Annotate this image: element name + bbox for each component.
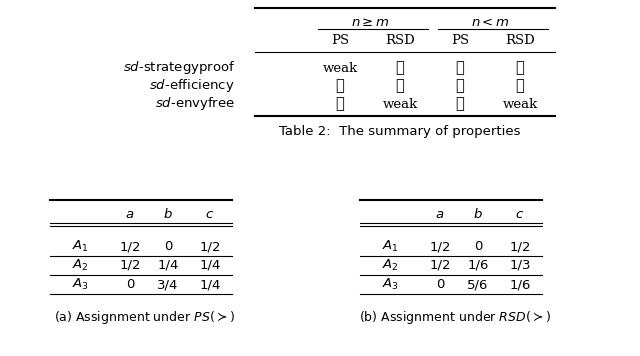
Text: $\mathit{sd}$-efficiency: $\mathit{sd}$-efficiency [150,78,235,94]
Text: 0: 0 [436,278,444,291]
Text: 1/2: 1/2 [119,259,141,272]
Text: 3/4: 3/4 [157,278,179,291]
Text: $\mathit{sd}$-envyfree: $\mathit{sd}$-envyfree [155,95,235,112]
Text: ✗: ✗ [456,61,465,75]
Text: $a$: $a$ [435,208,445,220]
Text: 1/2: 1/2 [199,240,221,253]
Text: weak: weak [323,62,358,74]
Text: ✓: ✓ [335,79,344,93]
Text: RSD: RSD [505,35,535,47]
Text: Table 2:  The summary of properties: Table 2: The summary of properties [279,126,521,138]
Text: (b) Assignment under $RSD(\succ)$: (b) Assignment under $RSD(\succ)$ [359,309,551,326]
Text: 1/2: 1/2 [429,240,451,253]
Text: $n \geq m$: $n \geq m$ [351,16,389,28]
Text: $b$: $b$ [473,207,483,221]
Text: $A_1$: $A_1$ [72,239,88,254]
Text: $c$: $c$ [515,208,525,220]
Text: 0: 0 [474,240,482,253]
Text: ✓: ✓ [516,61,524,75]
Text: 1/6: 1/6 [467,259,489,272]
Text: 1/3: 1/3 [509,259,531,272]
Text: ✗: ✗ [396,79,404,93]
Text: 1/4: 1/4 [157,259,179,272]
Text: $c$: $c$ [205,208,214,220]
Text: 0: 0 [126,278,134,291]
Text: 1/4: 1/4 [199,259,221,272]
Text: 1/6: 1/6 [509,278,531,291]
Text: ✓: ✓ [456,97,465,111]
Text: ✓: ✓ [396,61,404,75]
Text: weak: weak [382,98,418,110]
Text: $A_3$: $A_3$ [381,277,399,292]
Text: $n < m$: $n < m$ [470,16,509,28]
Text: PS: PS [451,35,469,47]
Text: $A_1$: $A_1$ [381,239,398,254]
Text: 0: 0 [164,240,172,253]
Text: weak: weak [502,98,538,110]
Text: ✓: ✓ [456,79,465,93]
Text: (a) Assignment under $PS(\succ)$: (a) Assignment under $PS(\succ)$ [54,309,236,326]
Text: $A_2$: $A_2$ [72,258,88,273]
Text: $b$: $b$ [163,207,173,221]
Text: 1/4: 1/4 [199,278,221,291]
Text: RSD: RSD [385,35,415,47]
Text: ✗: ✗ [516,79,524,93]
Text: 1/2: 1/2 [119,240,141,253]
Text: ✓: ✓ [335,97,344,111]
Text: 1/2: 1/2 [429,259,451,272]
Text: PS: PS [331,35,349,47]
Text: 1/2: 1/2 [509,240,531,253]
Text: $A_3$: $A_3$ [72,277,88,292]
Text: 5/6: 5/6 [467,278,489,291]
Text: $a$: $a$ [125,208,134,220]
Text: $A_2$: $A_2$ [381,258,398,273]
Text: $\mathit{sd}$-strategyproof: $\mathit{sd}$-strategyproof [122,59,235,77]
